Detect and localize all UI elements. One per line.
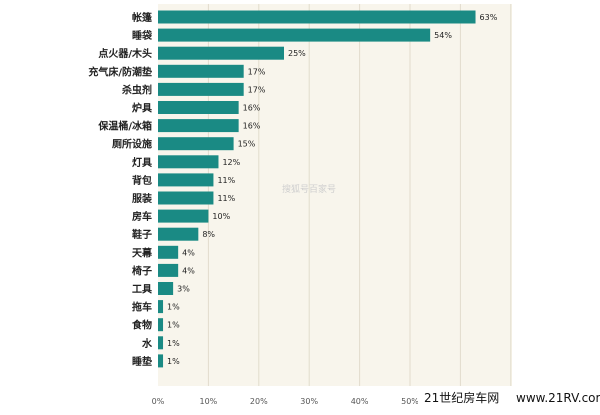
- value-label: 1%: [167, 357, 180, 366]
- site-watermark-bg: [418, 386, 600, 408]
- bar: [158, 28, 431, 42]
- bar: [158, 64, 244, 78]
- bar: [158, 209, 209, 223]
- category-label: 点火器/木头: [98, 47, 152, 60]
- bar: [158, 173, 214, 187]
- bar: [158, 354, 164, 368]
- category-label: 鞋子: [132, 228, 152, 241]
- value-label: 1%: [167, 321, 180, 330]
- bar: [158, 137, 234, 151]
- category-label: 睡袋: [132, 29, 153, 42]
- category-label: 天幕: [132, 246, 153, 259]
- x-tick-label: 20%: [250, 397, 268, 406]
- value-label: 17%: [248, 67, 266, 76]
- category-label: 食物: [131, 319, 152, 332]
- bar: [158, 155, 219, 169]
- value-label: 16%: [243, 104, 261, 113]
- category-label: 灯具: [132, 156, 152, 169]
- value-label: 17%: [248, 85, 266, 94]
- bar: [158, 46, 284, 60]
- bar: [158, 82, 244, 96]
- value-label: 10%: [212, 212, 230, 221]
- value-label: 3%: [177, 285, 190, 294]
- category-label: 工具: [132, 284, 152, 296]
- site-watermark-left: 21世纪房车网: [424, 390, 499, 405]
- x-tick-label: 40%: [351, 397, 369, 406]
- bar: [158, 263, 179, 277]
- site-watermark-right: www.21RV.com: [516, 391, 600, 405]
- category-label: 保温桶/冰箱: [97, 120, 152, 133]
- category-label: 炉具: [132, 102, 152, 115]
- category-label: 厕所设施: [112, 138, 152, 151]
- category-labels: 帐篷睡袋点火器/木头充气床/防潮垫杀虫剂炉具保温桶/冰箱厕所设施灯具背包服装房车…: [88, 11, 153, 368]
- category-label: 水: [141, 337, 153, 350]
- value-label: 25%: [288, 49, 306, 58]
- x-tick-label: 10%: [200, 397, 218, 406]
- bar: [158, 227, 199, 241]
- category-label: 拖车: [132, 301, 152, 314]
- bar: [158, 336, 164, 350]
- category-label: 椅子: [132, 264, 152, 277]
- value-label: 11%: [217, 176, 235, 185]
- value-label: 4%: [182, 266, 195, 275]
- bar: [158, 101, 239, 114]
- value-labels: 63% 54% 25% 17% 17% 16% 16% 15% 12% 11% 11% 10% 8% 4%…: [167, 13, 498, 366]
- bar: [158, 245, 179, 259]
- category-label: 杀虫剂: [122, 83, 152, 96]
- value-label: 15%: [238, 140, 256, 149]
- category-label: 房车: [132, 210, 152, 223]
- center-watermark: 搜狐号百家号: [282, 183, 336, 195]
- bar: [158, 10, 476, 24]
- category-label: 服装: [132, 192, 152, 205]
- value-label: 1%: [167, 339, 180, 348]
- value-label: 54%: [434, 31, 452, 40]
- category-label: 帐篷: [132, 11, 153, 24]
- category-label: 睡垫: [132, 355, 152, 368]
- bar: [158, 191, 214, 205]
- value-label: 8%: [202, 230, 215, 239]
- value-label: 12%: [222, 158, 240, 167]
- bar: [158, 119, 239, 133]
- value-label: 63%: [480, 13, 498, 22]
- bars: [158, 10, 476, 368]
- value-label: 11%: [217, 194, 235, 203]
- bar: [158, 318, 164, 332]
- x-tick-label: 30%: [300, 397, 318, 406]
- x-tick-label: 0%: [152, 397, 165, 406]
- value-label: 4%: [182, 248, 195, 257]
- bar: [158, 282, 174, 295]
- category-label: 充气床/防潮垫: [88, 65, 152, 78]
- bar: [158, 300, 164, 314]
- category-label: 背包: [132, 174, 152, 187]
- value-label: 1%: [167, 303, 180, 312]
- value-label: 16%: [243, 122, 261, 131]
- x-tick-label: 50%: [401, 397, 419, 406]
